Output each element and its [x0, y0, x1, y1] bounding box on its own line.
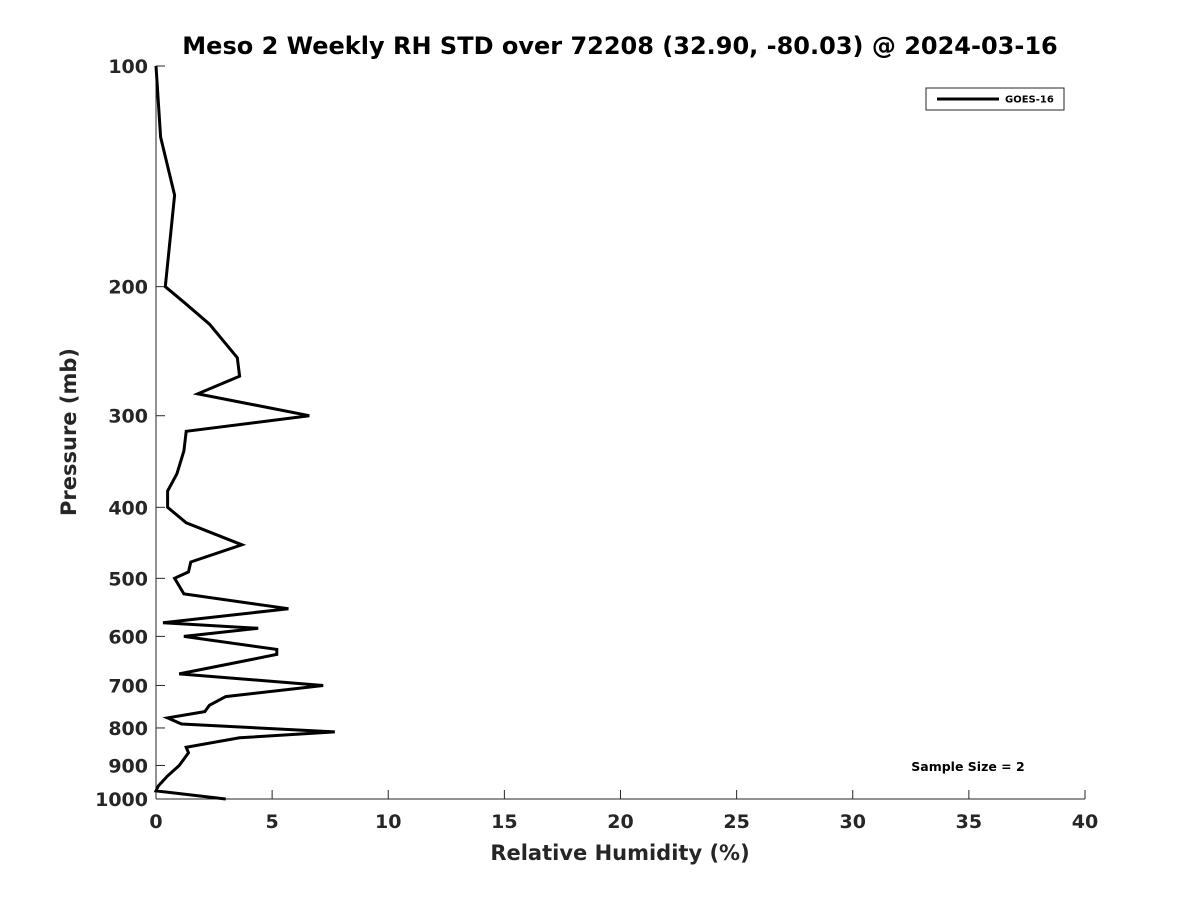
y-tick-label: 900: [108, 755, 148, 777]
x-tick-label: 30: [840, 811, 866, 833]
sample-size-annotation: Sample Size = 2: [911, 759, 1024, 774]
x-axis-label: Relative Humidity (%): [490, 841, 749, 865]
y-tick-label: 400: [108, 497, 148, 519]
y-axis-label: Pressure (mb): [57, 348, 81, 516]
legend-label: GOES-16: [1005, 95, 1054, 106]
y-tick-label: 500: [108, 568, 148, 590]
legend: GOES-16: [925, 87, 1065, 111]
y-tick-label: 1000: [95, 789, 148, 811]
chart-title: Meso 2 Weekly RH STD over 72208 (32.90, …: [182, 32, 1057, 60]
x-tick-label: 20: [607, 811, 633, 833]
y-tick-label: 100: [108, 56, 148, 78]
y-tick-label: 700: [108, 675, 148, 697]
y-tick-label: 600: [108, 626, 148, 648]
x-tick-label: 5: [266, 811, 279, 833]
x-tick-label: 10: [375, 811, 401, 833]
series-line-goes-16: [153, 65, 335, 801]
x-tick-label: 15: [491, 811, 517, 833]
y-tick-label: 800: [108, 718, 148, 740]
data-layer: [153, 65, 335, 801]
y-tick-label: 200: [108, 277, 148, 299]
x-tick-label: 35: [956, 811, 982, 833]
plot-axes: 0 5 10 15 20 25 30 35 40 100 200 300 400 500 600 700 800…: [95, 56, 1098, 833]
y-tick-label: 300: [108, 406, 148, 428]
x-tick-label: 40: [1072, 811, 1098, 833]
x-tick-label: 0: [149, 811, 162, 833]
x-tick-label: 25: [723, 811, 749, 833]
